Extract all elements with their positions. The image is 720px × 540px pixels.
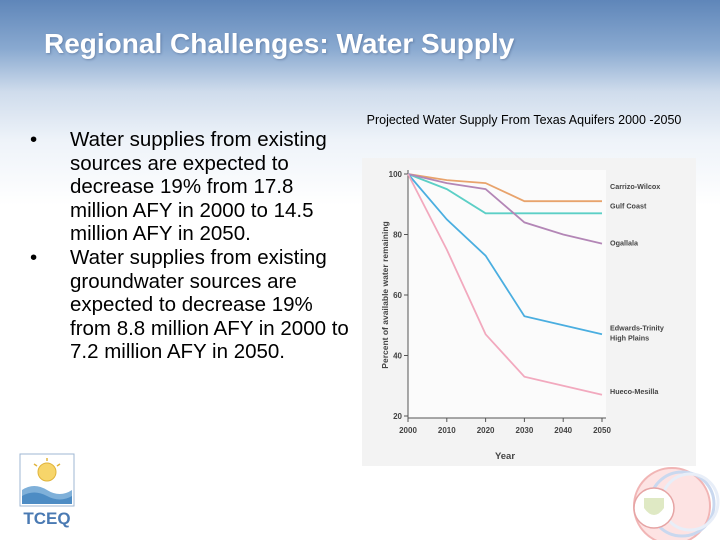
bullet-dot: • (30, 128, 38, 151)
x-axis-label: Year (495, 451, 515, 462)
bullet-dot: • (30, 245, 38, 269)
y-axis-label: Percent of available water remaining (380, 221, 390, 368)
series-line (407, 173, 602, 203)
x-tick-label: 2040 (554, 426, 572, 435)
x-tick-label: 2010 (438, 426, 456, 435)
series-line (407, 173, 603, 245)
series-line (407, 173, 602, 215)
x-tick-label: 2000 (399, 426, 417, 435)
logo-text: TCEQ (23, 509, 70, 528)
bullet-item: • Water supplies from existing sources a… (30, 128, 350, 246)
series-line (407, 173, 603, 396)
tceq-logo: TCEQ (19, 453, 75, 528)
series-label: Ogallala (610, 239, 639, 248)
y-tick-label: 100 (389, 170, 403, 179)
series-label: Hueco-Mesilla (610, 387, 659, 396)
bullet-text: Water supplies from existing groundwater… (70, 245, 349, 364)
y-tick-label: 20 (393, 412, 402, 421)
series-label: Carrizo-Wilcox (610, 182, 660, 191)
decorative-seal-icon (633, 467, 720, 540)
x-tick-label: 2030 (516, 426, 534, 435)
bullet-list: • Water supplies from existing sources a… (30, 128, 350, 364)
series-label: Edwards-Trinity (610, 323, 664, 332)
series-label: Gulf Coast (610, 201, 647, 210)
x-tick-label: 2020 (477, 426, 495, 435)
chart-panel: 20 40 60 80 100 2000 2010 2020 2030 2040 2050 Year P… (362, 158, 696, 466)
y-tick-label: 80 (393, 231, 402, 240)
y-tick-label: 60 (393, 291, 402, 300)
chart-title: Projected Water Supply From Texas Aquife… (366, 113, 682, 127)
series-label: High Plains (610, 333, 649, 342)
x-tick-label: 2050 (593, 426, 611, 435)
y-tick-label: 40 (393, 352, 402, 361)
bullet-item: • Water supplies from existing groundwat… (30, 246, 350, 364)
slide-title: Regional Challenges: Water Supply (44, 28, 515, 59)
series-line (407, 173, 603, 336)
bullet-text: Water supplies from existing sources are… (70, 128, 327, 246)
